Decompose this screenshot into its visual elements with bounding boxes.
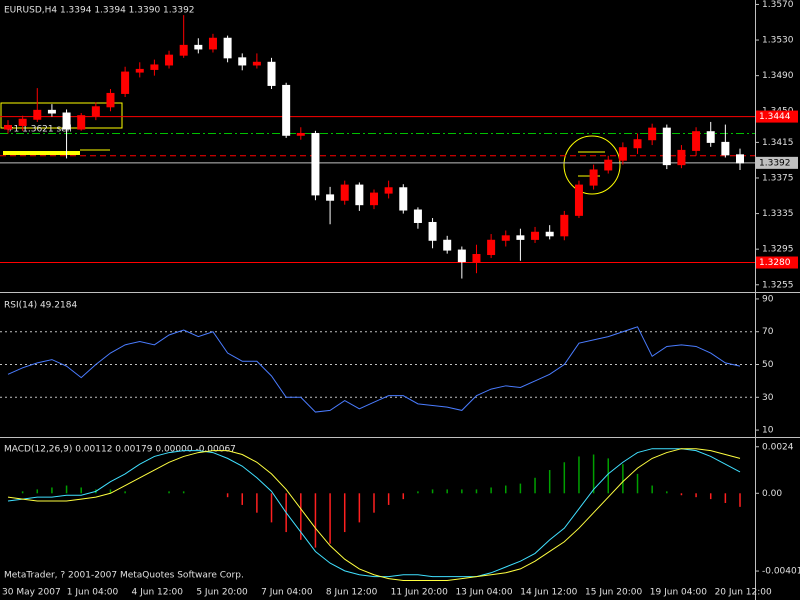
- candle-body: [413, 209, 422, 223]
- candle-body: [208, 37, 217, 50]
- candle-body: [340, 184, 349, 201]
- candle-body: [618, 147, 627, 161]
- candle-body: [282, 84, 291, 136]
- y-tick-label: 50: [762, 360, 774, 370]
- candle-body: [91, 106, 100, 117]
- candle-body: [633, 139, 642, 149]
- x-tick-label: 13 Jun 04:00: [455, 588, 512, 598]
- candle-body: [545, 231, 554, 237]
- candle-body: [4, 124, 12, 130]
- x-tick-label: 7 Jun 04:00: [261, 588, 313, 598]
- candle-body: [443, 239, 452, 251]
- candle-body: [662, 127, 671, 166]
- x-tick-label: 30 May 2007: [2, 588, 61, 598]
- candle-body: [677, 149, 686, 166]
- candle-body: [47, 109, 56, 114]
- candle-body: [252, 61, 261, 66]
- level-label: 1.3280: [759, 258, 791, 268]
- candle-body: [150, 64, 159, 70]
- x-tick-label: 8 Jun 12:00: [326, 588, 378, 598]
- drawing-circle: [563, 135, 621, 195]
- candle-body: [472, 254, 481, 263]
- candle-body: [487, 239, 496, 256]
- candle-body: [223, 37, 232, 59]
- candle-body: [560, 214, 569, 237]
- candle-body: [18, 118, 27, 126]
- y-tick-label: -0.00401: [762, 567, 800, 577]
- candle-body: [267, 61, 276, 86]
- level-label: 1.3444: [759, 112, 791, 122]
- macd-line: [7, 448, 741, 578]
- candle-body: [106, 92, 115, 108]
- y-tick-label: 10: [762, 426, 774, 436]
- candle-body: [648, 127, 657, 141]
- x-tick-label: 11 Jun 20:00: [391, 588, 448, 598]
- candle-body: [604, 159, 613, 171]
- candle-body: [370, 192, 378, 206]
- candle-body: [355, 184, 364, 206]
- y-tick-label: 1.3490: [762, 71, 794, 81]
- macd-line: [7, 448, 741, 582]
- candle-body: [296, 132, 305, 136]
- candle-body: [62, 112, 71, 130]
- y-tick-label: 1.3530: [762, 36, 794, 46]
- candle-body: [33, 109, 42, 120]
- y-tick-label: 1.3375: [762, 173, 794, 183]
- level-label-box: [756, 156, 798, 169]
- y-tick-label: 1.3295: [762, 245, 794, 255]
- candle-body: [399, 187, 408, 211]
- y-tick-label: 0.0024: [762, 442, 794, 452]
- candle-body: [326, 194, 335, 201]
- candle-body: [238, 57, 247, 66]
- candle-body: [311, 132, 320, 196]
- rsi-line: [7, 326, 741, 413]
- candle-body: [77, 115, 86, 130]
- x-tick-label: 1 Jun 04:00: [67, 588, 119, 598]
- x-tick-label: 5 Jun 20:00: [196, 588, 248, 598]
- candle-body: [589, 169, 598, 186]
- x-tick-label: 19 Jun 04:00: [650, 588, 707, 598]
- candle-body: [428, 221, 437, 241]
- candle-body: [721, 141, 730, 156]
- y-tick-label: 0.00: [762, 489, 782, 499]
- candle-body: [706, 131, 715, 143]
- macd-title: MACD(12,26,9) 0.00112 0.00179 0.00000 -0…: [4, 445, 236, 455]
- y-tick-label: 90: [762, 294, 774, 304]
- footer: MetaTrader, ? 2001-2007 MetaQuotes Softw…: [4, 571, 244, 581]
- candle-body: [194, 44, 203, 50]
- candle-body: [516, 235, 525, 240]
- candle-body: [692, 131, 701, 151]
- y-tick-label: 1.3255: [762, 280, 794, 290]
- candle-body: [457, 249, 466, 263]
- trade-annotation: #1 1.3621 sell: [6, 125, 72, 135]
- candle-body: [179, 44, 188, 56]
- y-tick-label: 1.3570: [762, 0, 794, 10]
- y-tick-label: 30: [762, 393, 774, 403]
- main-title: EURUSD,H4 1.3394 1.3394 1.3390 1.3392: [4, 6, 195, 16]
- candle-body: [121, 71, 130, 94]
- y-tick-label: 1.3335: [762, 209, 794, 219]
- y-tick-label: 70: [762, 327, 774, 337]
- candle-body: [501, 235, 510, 241]
- rsi-title: RSI(14) 49.2184: [4, 301, 77, 311]
- level-label-box: [756, 256, 798, 269]
- x-tick-label: 14 Jun 12:00: [520, 588, 577, 598]
- candle-body: [135, 68, 144, 73]
- candle-body: [384, 187, 393, 194]
- candle-body: [574, 184, 583, 216]
- drawing-box: [0, 102, 123, 129]
- y-tick-label: 1.3415: [762, 138, 794, 148]
- candle-body: [165, 54, 174, 66]
- level-label: 1.3392: [759, 158, 791, 168]
- x-tick-label: 20 Jun 12:00: [715, 588, 772, 598]
- level-label-box: [756, 110, 798, 123]
- candle-body: [736, 154, 744, 164]
- x-tick-label: 15 Jun 20:00: [585, 588, 642, 598]
- candle-body: [531, 231, 540, 240]
- x-tick-label: 4 Jun 12:00: [132, 588, 184, 598]
